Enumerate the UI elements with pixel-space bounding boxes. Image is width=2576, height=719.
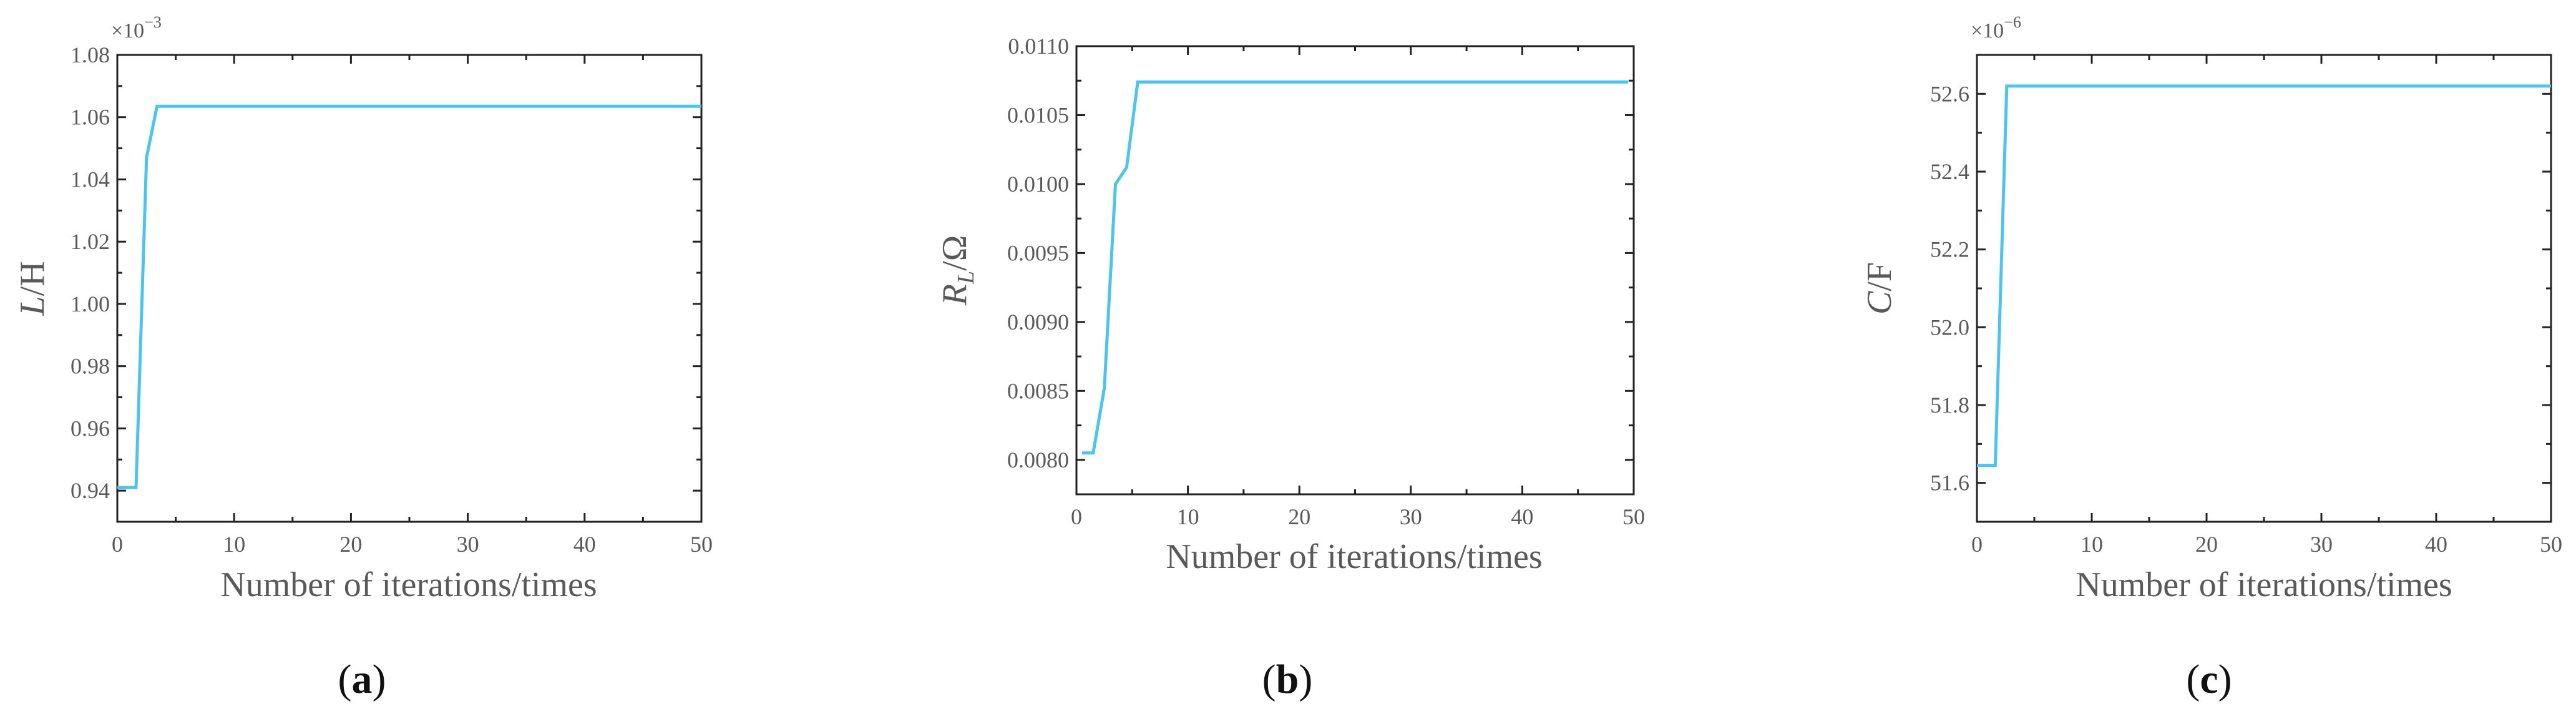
x-tick-label: 50 xyxy=(1622,504,1645,529)
x-tick-label: 30 xyxy=(1400,504,1422,529)
x-tick-label: 40 xyxy=(2425,532,2447,557)
y-axis-label: RL/Ω xyxy=(935,235,979,306)
y-axis-label: L/H xyxy=(13,261,52,316)
y-tick-label: 0.0090 xyxy=(1007,310,1069,335)
chart-panel-c: 0 10 20 30 40 50 51.6 51.8 52.0 52.2 52.4 52.6 ×10−6… xyxy=(1860,13,2562,702)
series-line-0 xyxy=(1977,84,2551,467)
x-tick-label: 50 xyxy=(690,532,713,557)
x-tick-label: 30 xyxy=(2310,532,2333,557)
y-tick-label: 1.06 xyxy=(71,105,110,130)
x-tick-label: 20 xyxy=(2195,532,2218,557)
y-tick-label: 0.96 xyxy=(71,416,110,441)
y-tick-label: 0.0100 xyxy=(1007,172,1069,197)
x-tick-label: 40 xyxy=(573,532,596,557)
panel-caption: (b) xyxy=(1262,657,1313,702)
panel-caption: (c) xyxy=(2186,657,2232,702)
y-tick-label: 51.6 xyxy=(1930,471,1969,496)
y-tick-label: 1.00 xyxy=(71,291,110,316)
y-tick-label: 52.2 xyxy=(1930,237,1969,262)
plot-frame xyxy=(116,54,703,523)
y-tick-label: 1.04 xyxy=(71,167,110,192)
y-tick-label: 51.8 xyxy=(1930,393,1969,418)
x-axis-label: Number of iterations/times xyxy=(1166,537,1542,576)
y-axis-label: C/F xyxy=(1860,262,1899,315)
y-tick-label: 52.0 xyxy=(1930,315,1969,340)
x-axis-label: Number of iterations/times xyxy=(220,565,597,604)
series-line-0 xyxy=(117,104,701,489)
x-tick-label: 10 xyxy=(1177,504,1199,529)
panel-caption: (a) xyxy=(338,657,386,702)
y-tick-label: 0.0110 xyxy=(1008,34,1069,59)
chart-panel-b: 0 10 20 30 40 50 0.0080 0.0085 0.0090 0.0095 0.010… xyxy=(935,34,1645,702)
y-tick-label: 0.0095 xyxy=(1007,240,1069,265)
x-axis-label: Number of iterations/times xyxy=(2076,565,2452,604)
x-tick-label: 0 xyxy=(1071,504,1082,529)
x-tick-label: 0 xyxy=(1971,532,1983,557)
y-tick-label: 52.6 xyxy=(1930,81,1969,106)
chart-panel-a: 0 10 20 30 40 50 0.94 0.96 0.98 1.00 1.02 1.04 1.06 1… xyxy=(13,13,713,702)
y-tick-label: 0.98 xyxy=(71,354,110,379)
y-tick-label: 0.0080 xyxy=(1007,448,1069,472)
plot-frame xyxy=(1976,54,2552,523)
x-tick-label: 10 xyxy=(223,532,245,557)
x-tick-label: 40 xyxy=(1511,504,1533,529)
x-tick-label: 50 xyxy=(2540,532,2562,557)
exponent-label: ×10−6 xyxy=(1971,13,2021,42)
x-tick-label: 20 xyxy=(1288,504,1310,529)
y-tick-label: 1.08 xyxy=(71,42,110,67)
x-tick-label: 0 xyxy=(112,532,123,557)
x-tick-label: 10 xyxy=(2081,532,2103,557)
y-tick-label: 0.0085 xyxy=(1007,378,1069,403)
y-tick-label: 52.4 xyxy=(1930,159,1969,184)
y-tick-label: 0.94 xyxy=(71,478,110,503)
x-tick-label: 30 xyxy=(457,532,479,557)
plot-frame xyxy=(1075,45,1635,496)
y-tick-label: 0.0105 xyxy=(1007,102,1069,127)
x-tick-label: 20 xyxy=(339,532,362,557)
y-tick-label: 1.02 xyxy=(71,229,110,254)
exponent-label: ×10−3 xyxy=(111,13,162,42)
series-line-0 xyxy=(1081,80,1629,455)
